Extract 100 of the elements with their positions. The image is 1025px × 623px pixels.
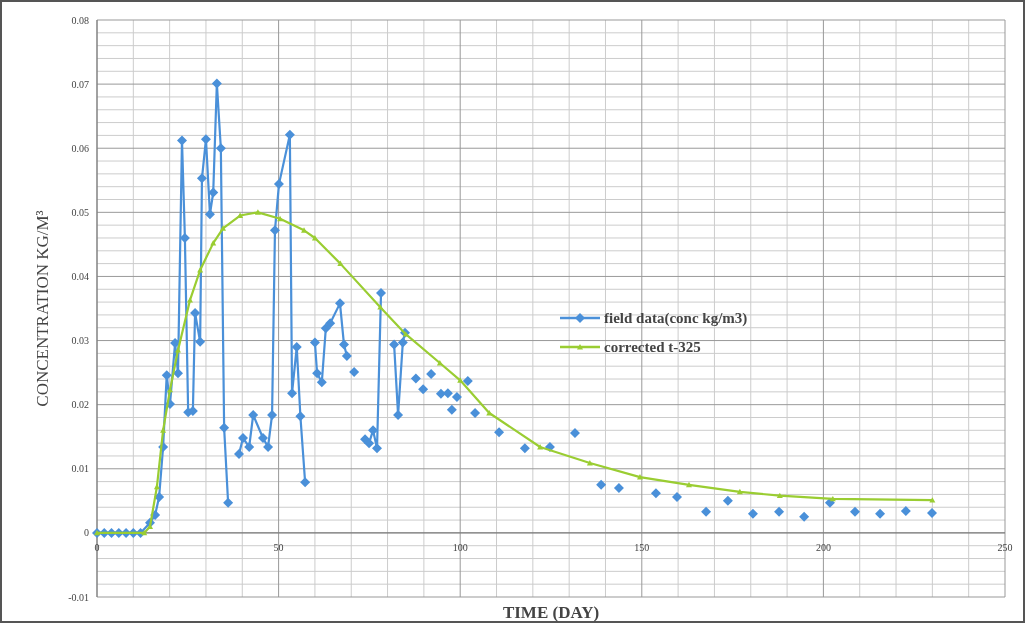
point bbox=[210, 240, 217, 246]
y-tick-label: 0.03 bbox=[71, 335, 89, 347]
point bbox=[254, 209, 261, 215]
point bbox=[747, 508, 758, 519]
y-axis-title: CONCENTRATION KG/M³ bbox=[33, 210, 52, 407]
x-tick-label: 150 bbox=[634, 541, 650, 553]
legend-label: field data(conc kg/m3) bbox=[604, 310, 748, 328]
point bbox=[325, 318, 336, 329]
point bbox=[269, 225, 280, 236]
point bbox=[334, 298, 345, 309]
point bbox=[349, 366, 360, 377]
point bbox=[219, 422, 230, 433]
point bbox=[147, 523, 154, 529]
point bbox=[284, 129, 295, 140]
point bbox=[397, 337, 408, 348]
point bbox=[569, 427, 580, 438]
point bbox=[160, 427, 167, 433]
point bbox=[341, 350, 352, 361]
y-tick-label: 0 bbox=[84, 527, 89, 539]
point bbox=[426, 368, 437, 379]
point bbox=[208, 187, 219, 198]
point bbox=[215, 143, 226, 154]
point bbox=[263, 441, 274, 452]
point bbox=[174, 347, 181, 353]
point bbox=[636, 474, 643, 480]
point bbox=[470, 408, 481, 418]
point bbox=[686, 481, 693, 488]
x-tick-label: 50 bbox=[273, 541, 284, 553]
point bbox=[389, 339, 400, 350]
point bbox=[176, 135, 187, 146]
point bbox=[446, 404, 457, 415]
point bbox=[195, 336, 206, 347]
point bbox=[927, 508, 937, 519]
point bbox=[312, 368, 323, 379]
x-tick-label: 250 bbox=[997, 541, 1013, 553]
y-tick-label: 0.05 bbox=[71, 206, 89, 218]
point bbox=[418, 384, 429, 395]
point bbox=[900, 506, 911, 517]
point bbox=[220, 225, 227, 231]
point bbox=[929, 497, 936, 503]
point bbox=[451, 391, 462, 402]
point bbox=[457, 377, 464, 383]
point bbox=[410, 373, 421, 384]
point bbox=[364, 438, 375, 449]
point bbox=[234, 449, 245, 460]
point bbox=[402, 331, 409, 337]
point bbox=[291, 341, 302, 352]
point bbox=[850, 506, 860, 517]
point bbox=[211, 78, 222, 89]
y-tick-label: 0.06 bbox=[71, 142, 89, 154]
x-tick-label: 0 bbox=[94, 541, 100, 553]
point bbox=[141, 529, 148, 536]
point bbox=[244, 441, 255, 452]
y-tick-label: 0.02 bbox=[71, 399, 89, 411]
x-tick-label: 100 bbox=[452, 541, 468, 553]
point bbox=[316, 377, 327, 388]
point bbox=[486, 410, 493, 416]
point bbox=[338, 339, 349, 350]
point bbox=[829, 495, 836, 502]
point bbox=[237, 212, 244, 218]
point bbox=[372, 443, 383, 454]
point bbox=[722, 495, 733, 506]
point bbox=[701, 506, 712, 517]
point bbox=[320, 323, 331, 334]
y-tick-label: 0.07 bbox=[71, 78, 89, 90]
point bbox=[596, 479, 607, 490]
point bbox=[186, 297, 193, 303]
point bbox=[190, 307, 201, 318]
point bbox=[300, 477, 311, 488]
point bbox=[309, 337, 320, 348]
y-tick-label: 0.01 bbox=[71, 463, 89, 475]
point bbox=[875, 508, 886, 519]
point bbox=[650, 488, 661, 499]
point bbox=[277, 215, 284, 222]
y-tick-label: 0.08 bbox=[71, 14, 89, 26]
x-axis-title: TIME (DAY) bbox=[502, 603, 600, 622]
point bbox=[494, 427, 505, 438]
point bbox=[519, 443, 530, 454]
point bbox=[238, 433, 249, 443]
point bbox=[161, 370, 172, 381]
point bbox=[204, 209, 215, 220]
y-tick-label: 0.04 bbox=[71, 270, 89, 282]
point bbox=[248, 409, 259, 420]
point bbox=[462, 375, 473, 386]
point bbox=[377, 304, 384, 310]
point bbox=[337, 260, 344, 267]
x-tick-label: 200 bbox=[815, 541, 831, 553]
point bbox=[672, 491, 683, 502]
point bbox=[799, 511, 810, 522]
point bbox=[287, 388, 298, 399]
point bbox=[257, 433, 268, 443]
point bbox=[295, 411, 306, 422]
point bbox=[273, 179, 284, 190]
point bbox=[774, 506, 785, 517]
point bbox=[196, 173, 207, 184]
point bbox=[776, 492, 783, 499]
point bbox=[736, 488, 743, 495]
legend-label: corrected t-325 bbox=[604, 339, 701, 356]
point bbox=[223, 497, 234, 508]
y-tick-label: -0.01 bbox=[68, 591, 89, 603]
